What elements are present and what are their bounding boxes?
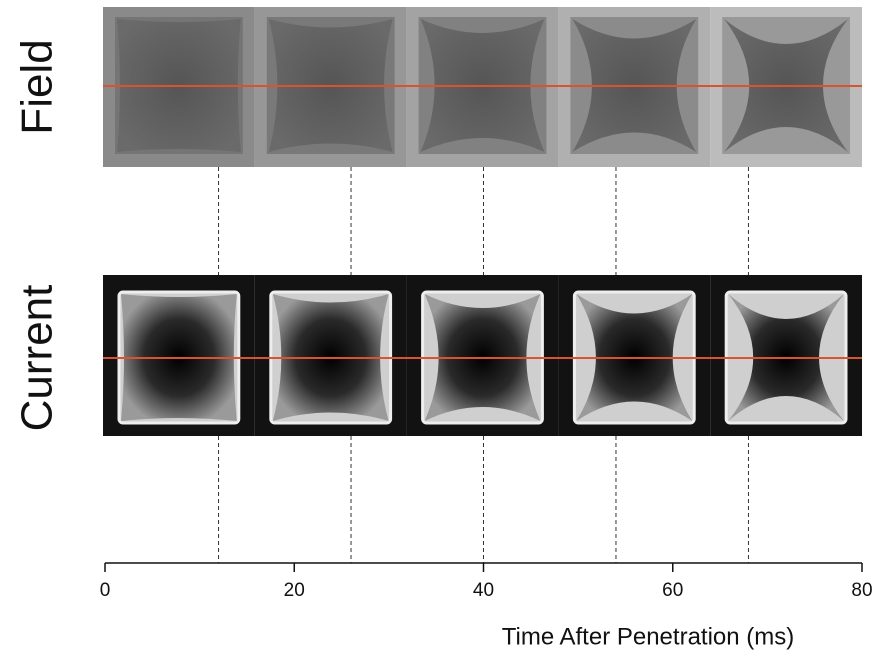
current-frame [558,275,710,436]
x-tick-label: 80 [851,580,872,601]
current-frame [710,275,862,436]
x-axis-title: Time After Penetration (ms) [502,623,795,650]
figure: Field Current Time After Penetration (ms… [0,0,878,661]
x-tick-label: 60 [662,580,683,601]
current-frame [255,275,407,436]
current-frame [407,275,559,436]
current-frame [103,275,255,436]
x-tick-label: 0 [100,580,111,601]
x-tick-label: 40 [473,580,494,601]
row-label: Field [13,39,62,134]
x-tick-label: 20 [284,580,305,601]
row-label: Current [13,285,62,432]
